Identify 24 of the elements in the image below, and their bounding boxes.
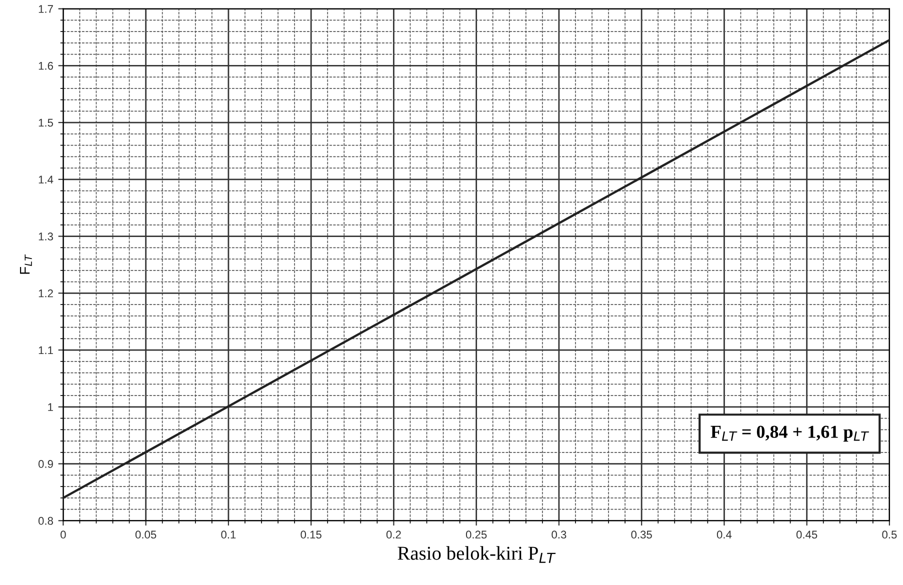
- x-tick-label: 0.15: [300, 530, 322, 539]
- y-tick-label: 1.7: [38, 5, 53, 13]
- y-tick-label: 0.8: [38, 516, 54, 525]
- x-axis-title: Rasio belok-kiri P$_{LT}$: [398, 546, 556, 563]
- y-tick-label: 1.4: [38, 176, 54, 184]
- y-tick-label: 1.1: [38, 346, 53, 354]
- x-tick-label: 0.1: [221, 530, 236, 539]
- y-tick-label: 1.3: [38, 232, 53, 240]
- x-tick-label: 0.25: [466, 530, 487, 539]
- x-tick-label: 0: [60, 530, 66, 539]
- x-tick-label: 0.3: [552, 530, 566, 539]
- x-tick-label: 0.5: [882, 530, 897, 539]
- x-tick-label: 0.4: [716, 530, 732, 539]
- x-tick-label: 0.35: [631, 530, 652, 539]
- y-tick-label: 1.2: [38, 289, 53, 298]
- x-tick-label: 0.45: [796, 530, 818, 539]
- y-tick-label: 0.9: [38, 460, 53, 468]
- x-tick-label: 0.05: [135, 530, 156, 539]
- y-axis-title: F$_{LT}$: [20, 254, 32, 274]
- x-tick-label: 0.2: [386, 530, 401, 539]
- y-tick-label: 1.6: [38, 62, 53, 70]
- y-tick-label: 1: [48, 403, 53, 411]
- annotation: F$_{LT}$ = 0,84 + 1,61 p$_{LT}$: [710, 426, 870, 442]
- y-tick-label: 1.5: [38, 118, 54, 127]
